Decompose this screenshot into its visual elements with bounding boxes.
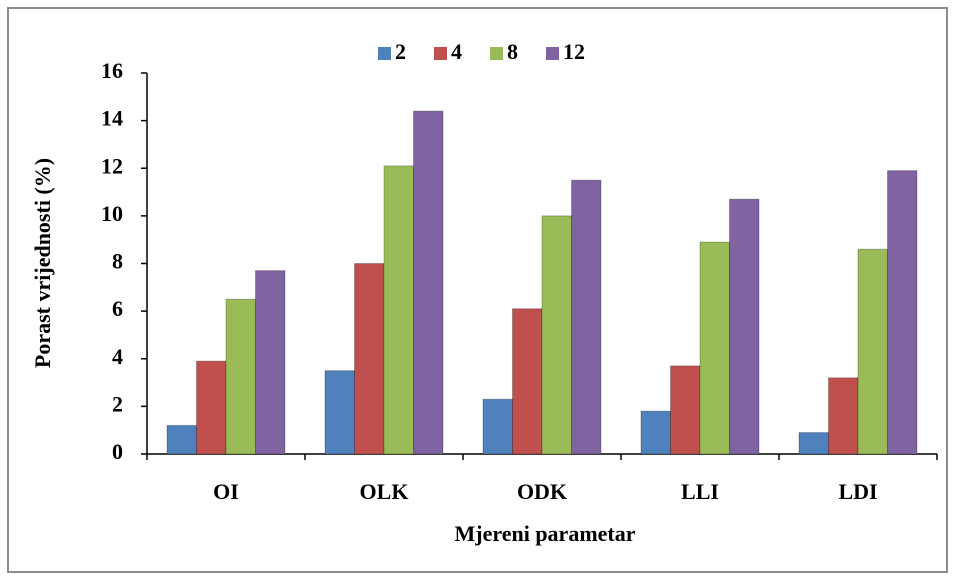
bar <box>857 248 888 455</box>
x-axis-title: Mjereni parametar <box>454 521 635 546</box>
bar <box>482 398 513 455</box>
legend-label: 8 <box>507 39 518 64</box>
bar <box>383 165 414 455</box>
bar <box>413 110 444 455</box>
bar <box>798 432 829 455</box>
bar <box>225 298 256 455</box>
legend-label: 12 <box>563 39 585 64</box>
bar <box>640 410 671 455</box>
y-axis-title: Porast vrijednosti (%) <box>30 158 55 368</box>
y-tick-label: 0 <box>112 439 123 464</box>
x-tick-label: ODK <box>517 479 567 504</box>
x-tick-label: OI <box>213 479 239 504</box>
legend-label: 2 <box>395 39 406 64</box>
y-tick-label: 14 <box>101 106 123 131</box>
chart-frame <box>7 7 948 573</box>
y-tick-label: 10 <box>101 201 123 226</box>
bar <box>541 215 572 455</box>
bar <box>699 241 730 455</box>
legend-swatch <box>490 47 503 60</box>
bar <box>729 198 760 455</box>
y-tick-label: 4 <box>112 344 123 369</box>
bar <box>255 270 286 455</box>
y-tick-label: 16 <box>101 58 123 83</box>
bar <box>887 170 918 455</box>
bar <box>512 308 543 455</box>
bar <box>670 365 701 455</box>
bar <box>354 263 385 455</box>
legend-swatch <box>378 47 391 60</box>
legend-swatch <box>546 47 559 60</box>
y-tick-label: 12 <box>101 153 123 178</box>
x-tick-label: OLK <box>360 479 409 504</box>
y-tick-label: 2 <box>112 391 123 416</box>
bar <box>828 377 859 455</box>
x-tick-label: LDI <box>838 479 877 504</box>
bar <box>571 179 602 455</box>
y-tick-label: 8 <box>112 249 123 274</box>
bar <box>166 424 197 455</box>
legend-swatch <box>434 47 447 60</box>
bar <box>324 370 355 455</box>
legend-label: 4 <box>451 39 462 64</box>
y-tick-label: 6 <box>112 296 123 321</box>
bar <box>196 360 227 455</box>
x-tick-label: LLI <box>681 479 719 504</box>
